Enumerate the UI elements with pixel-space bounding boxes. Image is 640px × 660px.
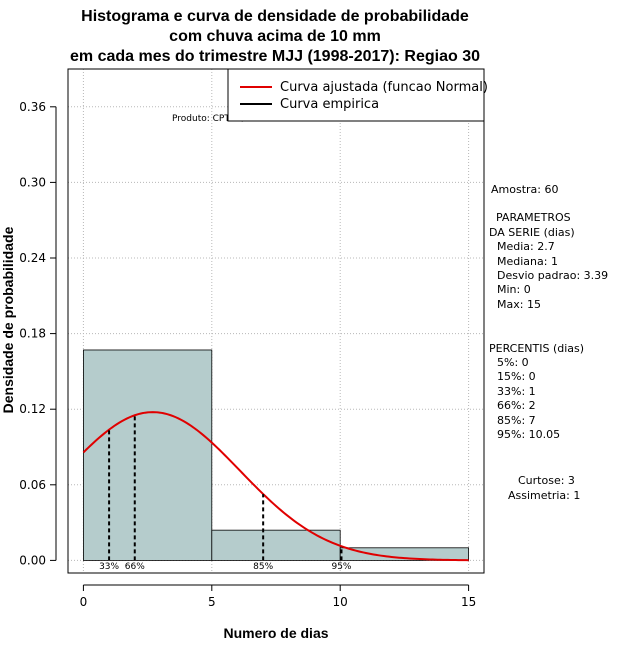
percentil-95: 95%: 10.05 — [497, 428, 560, 441]
legend-box — [227, 68, 485, 122]
percentile-label-33: 33% — [99, 562, 119, 572]
fitted-normal-curve — [82, 411, 469, 562]
x-tick-label-2: 10 — [333, 595, 348, 609]
legend-label-empirical: Curva empirica — [280, 97, 379, 112]
stat-media: Media: 2.7 — [497, 240, 555, 253]
percentile-label-95: 95% — [331, 562, 351, 572]
x-axis: 0 5 10 15 — [80, 584, 476, 609]
title-line-2: com chuva acima de 10 mm — [169, 28, 381, 45]
legend-label-fitted: Curva ajustada (funcao Normal) — [280, 80, 488, 95]
percentis-title: PERCENTIS (dias) — [489, 342, 584, 355]
params-title-2: DA SERIE (dias) — [489, 226, 575, 239]
percentil-15: 15%: 0 — [497, 370, 536, 383]
y-tick-label-3: 0.18 — [19, 327, 46, 341]
title-line-1: Histograma e curva de densidade de proba… — [81, 8, 469, 25]
x-tick-label-0: 0 — [80, 595, 88, 609]
product-annotation: Produto: CPTEC/INPE — [172, 114, 266, 124]
x-axis-label: Numero de dias — [223, 625, 328, 641]
y-tick-label-2: 0.12 — [19, 402, 46, 416]
x-tick-label-1: 5 — [208, 595, 216, 609]
stat-curtose: Curtose: 3 — [518, 474, 575, 487]
histogram-bar-0 — [83, 349, 213, 561]
y-tick-label-6: 0.36 — [19, 100, 46, 114]
stat-mediana: Mediana: 1 — [497, 255, 558, 268]
stat-assimetria: Assimetria: 1 — [508, 489, 580, 502]
percentile-label-66: 66% — [125, 562, 145, 572]
y-tick-label-5: 0.30 — [19, 175, 46, 189]
y-tick-label-1: 0.06 — [19, 478, 46, 492]
y-tick-label-0: 0.00 — [19, 553, 46, 567]
y-axis: 0.00 0.06 0.12 0.18 0.24 0.30 0.36 — [19, 100, 57, 567]
stat-min: Min: 0 — [497, 283, 531, 296]
percentile-label-85: 85% — [253, 562, 273, 572]
percentile-lines: 33% 66% 85% 95% — [99, 415, 352, 572]
x-tick-label-3: 15 — [461, 595, 476, 609]
title-line-3: em cada mes do trimestre MJJ (1998-2017)… — [70, 48, 480, 65]
histogram-bars — [83, 349, 469, 561]
histogram-bar-1 — [211, 529, 341, 561]
sample-size: Amostra: 60 — [491, 183, 558, 196]
percentil-85: 85%: 7 — [497, 414, 536, 427]
legend: Curva ajustada (funcao Normal) Curva emp… — [227, 68, 488, 122]
percentil-66: 66%: 2 — [497, 399, 536, 412]
chart-title: Histograma e curva de densidade de proba… — [70, 8, 480, 65]
params-title-1: PARAMETROS — [496, 211, 571, 224]
percentil-33: 33%: 1 — [497, 385, 536, 398]
statistics-panel: Amostra: 60 PARAMETROS DA SERIE (dias) M… — [489, 183, 608, 502]
histogram-bar-2 — [339, 547, 469, 561]
stat-max: Max: 15 — [497, 298, 541, 311]
stat-desvio: Desvio padrao: 3.39 — [497, 269, 608, 282]
y-axis-label: Densidade de probabilidade — [0, 226, 16, 413]
percentil-5: 5%: 0 — [497, 356, 529, 369]
y-tick-label-4: 0.24 — [19, 251, 46, 265]
